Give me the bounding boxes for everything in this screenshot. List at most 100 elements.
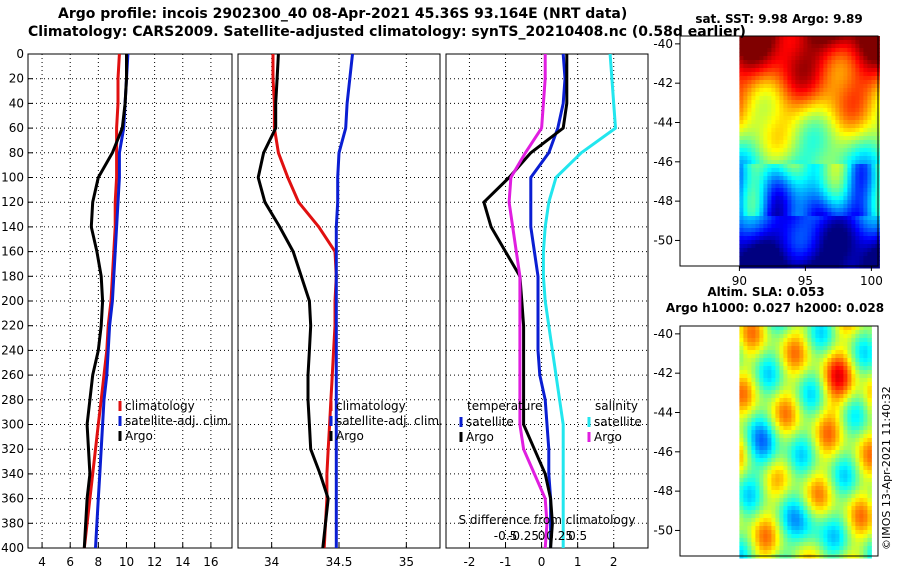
- map-cell: [859, 374, 864, 379]
- map-cell: [867, 172, 872, 177]
- map-cell: [847, 52, 852, 57]
- map-cell: [851, 550, 856, 555]
- map-cell: [823, 104, 828, 109]
- map-cell: [851, 338, 856, 343]
- map-cell: [775, 466, 780, 471]
- map-cell: [851, 438, 856, 443]
- map-cell: [783, 458, 788, 463]
- map-cell: [815, 498, 820, 503]
- map-cell: [819, 382, 824, 387]
- map-cell: [815, 542, 820, 547]
- map-cell: [871, 100, 876, 105]
- map-cell: [747, 418, 752, 423]
- map-cell: [803, 362, 808, 367]
- map-cell: [823, 208, 828, 213]
- map-cell: [855, 168, 860, 173]
- map-cell: [791, 152, 796, 157]
- map-cell: [783, 534, 788, 539]
- sst-map-title: sat. SST: 9.98 Argo: 9.89: [695, 12, 862, 26]
- map-cell: [787, 478, 792, 483]
- map-cell: [779, 40, 784, 45]
- map-cell: [779, 538, 784, 543]
- map-y-tick-label: -48: [653, 484, 673, 498]
- map-cell: [791, 48, 796, 53]
- map-cell: [803, 120, 808, 125]
- map-cell: [795, 40, 800, 45]
- map-cell: [787, 550, 792, 555]
- map-cell: [847, 486, 852, 491]
- map-cell: [855, 180, 860, 185]
- map-cell: [799, 76, 804, 81]
- map-cell: [835, 120, 840, 125]
- map-cell: [739, 390, 744, 395]
- map-cell: [775, 56, 780, 61]
- map-cell: [783, 188, 788, 193]
- map-cell: [843, 36, 848, 41]
- map-cell: [819, 204, 824, 209]
- map-cell: [843, 80, 848, 85]
- map-cell: [831, 394, 836, 399]
- map-cell: [739, 526, 744, 531]
- map-cell: [739, 458, 744, 463]
- map-cell: [855, 64, 860, 69]
- map-cell: [779, 358, 784, 363]
- map-cell: [751, 526, 756, 531]
- map-cell: [767, 176, 772, 181]
- map-cell: [839, 450, 844, 455]
- map-cell: [815, 104, 820, 109]
- map-cell: [775, 148, 780, 153]
- map-cell: [779, 526, 784, 531]
- map-cell: [815, 36, 820, 41]
- map-cell: [819, 342, 824, 347]
- map-cell: [751, 156, 756, 161]
- map-cell: [791, 120, 796, 125]
- map-cell: [799, 116, 804, 121]
- map-cell: [859, 112, 864, 117]
- map-cell: [791, 442, 796, 447]
- map-cell: [779, 196, 784, 201]
- map-cell: [823, 414, 828, 419]
- map-cell: [763, 112, 768, 117]
- secondary-x-tick-label: 0.5: [568, 529, 587, 543]
- map-cell: [775, 152, 780, 157]
- map-cell: [823, 112, 828, 117]
- map-cell: [775, 168, 780, 173]
- map-cell: [807, 438, 812, 443]
- map-cell: [791, 482, 796, 487]
- map-cell: [823, 228, 828, 233]
- map-cell: [815, 366, 820, 371]
- map-cell: [751, 96, 756, 101]
- map-cell: [867, 370, 872, 375]
- map-cell: [759, 526, 764, 531]
- map-cell: [755, 462, 760, 467]
- map-cell: [871, 180, 876, 185]
- map-cell: [751, 406, 756, 411]
- map-cell: [767, 112, 772, 117]
- map-cell: [827, 132, 832, 137]
- map-cell: [827, 530, 832, 535]
- map-cell: [763, 426, 768, 431]
- map-cell: [747, 470, 752, 475]
- x-tick-label: 0: [538, 555, 546, 569]
- map-cell: [835, 362, 840, 367]
- map-cell: [739, 414, 744, 419]
- map-cell: [839, 478, 844, 483]
- map-cell: [863, 410, 868, 415]
- map-cell: [747, 354, 752, 359]
- map-cell: [871, 212, 876, 217]
- map-cell: [775, 482, 780, 487]
- map-cell: [843, 180, 848, 185]
- map-cell: [815, 152, 820, 157]
- map-cell: [859, 208, 864, 213]
- map-cell: [867, 140, 872, 145]
- map-cell: [811, 498, 816, 503]
- map-cell: [823, 248, 828, 253]
- map-cell: [839, 542, 844, 547]
- map-cell: [763, 192, 768, 197]
- map-cell: [835, 236, 840, 241]
- map-cell: [787, 228, 792, 233]
- map-cell: [775, 144, 780, 149]
- map-cell: [787, 212, 792, 217]
- map-cell: [779, 326, 784, 331]
- map-cell: [787, 530, 792, 535]
